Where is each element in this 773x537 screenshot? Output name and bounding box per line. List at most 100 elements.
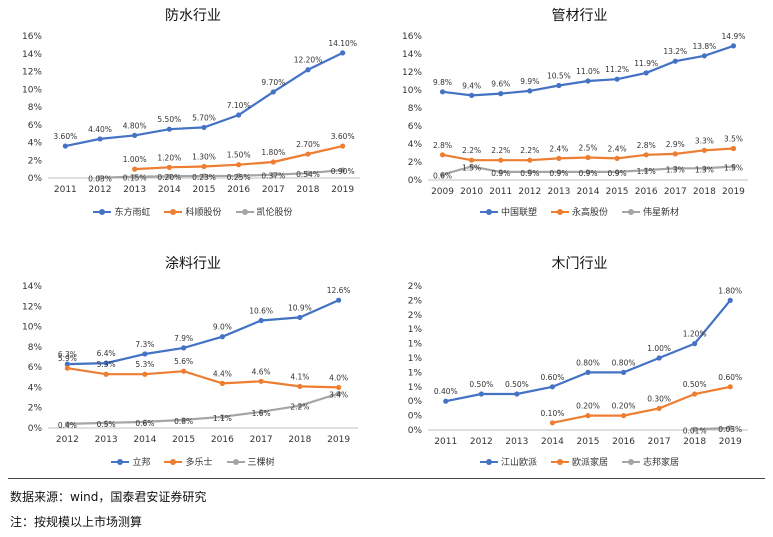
data-point xyxy=(97,136,103,142)
legend-item: 江山欧派 xyxy=(479,455,537,468)
x-tick-label: 2018 xyxy=(693,187,716,197)
data-point xyxy=(556,82,562,89)
x-tick-label: 2015 xyxy=(577,437,600,447)
legend-label: 多乐士 xyxy=(185,458,213,468)
y-tick-label: 0% xyxy=(408,412,423,422)
y-tick-label: 10% xyxy=(402,86,422,96)
data-point xyxy=(340,50,346,56)
x-tick-label: 2017 xyxy=(262,185,285,195)
data-point xyxy=(62,143,68,149)
data-point xyxy=(643,152,649,158)
x-tick-label: 2012 xyxy=(89,185,112,195)
data-label: 0.80% xyxy=(576,358,600,367)
data-point xyxy=(166,173,172,179)
data-point xyxy=(201,173,207,179)
x-tick-label: 2016 xyxy=(635,187,658,197)
y-tick-label: 12% xyxy=(22,68,42,78)
data-label: 0.01% xyxy=(683,426,707,435)
data-label: 0.60% xyxy=(718,373,742,382)
data-point xyxy=(701,147,707,153)
x-tick-label: 2014 xyxy=(577,187,600,197)
data-label: 7.9% xyxy=(174,334,193,343)
data-label: 2.8% xyxy=(637,141,656,150)
y-tick-label: 16% xyxy=(22,32,42,42)
legend-label: 东方雨虹 xyxy=(114,208,151,218)
legend-label: 志邦家居 xyxy=(643,458,680,468)
data-label: 4.4% xyxy=(213,369,232,378)
data-label: 0.60% xyxy=(541,373,565,382)
data-point xyxy=(620,413,627,419)
data-point xyxy=(201,124,207,131)
data-label: 9.6% xyxy=(491,80,510,89)
x-tick-label: 2011 xyxy=(54,185,77,195)
data-label: 0.10% xyxy=(541,409,565,418)
data-point xyxy=(585,78,591,84)
y-tick-label: 14% xyxy=(22,50,42,60)
data-point xyxy=(142,419,148,425)
data-label: 0.9% xyxy=(578,169,597,178)
x-tick-label: 2013 xyxy=(547,187,570,197)
data-label: 1.1% xyxy=(213,414,232,423)
data-label: 11.0% xyxy=(576,67,600,76)
legend-label: 科顺股份 xyxy=(185,208,222,218)
data-label: 2.8% xyxy=(433,141,452,150)
data-point xyxy=(556,169,562,175)
y-tick-label: 6% xyxy=(28,363,43,373)
data-point xyxy=(672,165,678,171)
data-label: 11.9% xyxy=(634,59,658,68)
legend-item: 东方雨虹 xyxy=(93,205,150,218)
data-point xyxy=(672,151,678,157)
chart-legend: 立邦 多乐士 三棵树 xyxy=(0,455,386,468)
data-label: 0.50% xyxy=(683,380,707,389)
x-tick-label: 2019 xyxy=(719,437,742,447)
data-point xyxy=(549,384,556,390)
data-point xyxy=(132,174,138,180)
data-point xyxy=(498,169,504,175)
data-label: 14.10% xyxy=(328,39,357,48)
data-point xyxy=(727,297,733,303)
data-point xyxy=(643,167,649,173)
data-point xyxy=(692,391,698,397)
chart-legend: 江山欧派 欧派家居 志邦家居 xyxy=(386,455,773,468)
data-label: 4.6% xyxy=(252,367,271,376)
legend-item: 凯伦股份 xyxy=(235,205,293,218)
chart-title: 木门行业 xyxy=(551,256,608,272)
data-point xyxy=(340,143,346,149)
y-tick-label: 12% xyxy=(22,302,42,312)
y-tick-label: 10% xyxy=(22,323,42,333)
data-point xyxy=(527,169,533,175)
legend-label: 凯伦股份 xyxy=(256,208,293,218)
data-point xyxy=(236,173,242,179)
data-point xyxy=(305,151,311,157)
x-tick-label: 2019 xyxy=(331,185,354,195)
legend-item: 多乐士 xyxy=(164,455,213,468)
data-point xyxy=(201,163,207,170)
data-label: 1.6% xyxy=(252,409,271,418)
data-point xyxy=(297,314,303,321)
legend-label: 中国联塑 xyxy=(500,208,537,218)
data-point xyxy=(270,172,276,178)
y-tick-label: 0% xyxy=(28,174,43,184)
data-label: 5.3% xyxy=(97,360,116,369)
data-point xyxy=(439,172,446,178)
series-line xyxy=(552,385,731,424)
data-label: 0.80% xyxy=(612,358,636,367)
data-point xyxy=(498,91,504,97)
data-label: 0.23% xyxy=(192,173,216,182)
x-tick-label: 2014 xyxy=(541,437,564,447)
data-label: 0.9% xyxy=(520,169,539,178)
y-tick-label: 2% xyxy=(408,158,423,168)
data-label: 3.4% xyxy=(329,391,348,400)
data-label: 2.2% xyxy=(462,146,481,155)
data-label: 4.80% xyxy=(123,121,147,130)
data-label: 10.6% xyxy=(249,306,273,315)
data-label: 1.3% xyxy=(695,165,714,174)
data-label: 9.9% xyxy=(520,77,539,86)
x-tick-label: 2017 xyxy=(648,437,671,447)
data-point xyxy=(643,70,649,76)
data-point xyxy=(469,92,475,98)
data-label: 0.8% xyxy=(174,417,193,426)
data-point xyxy=(236,112,242,118)
data-point xyxy=(514,391,520,397)
data-label: 12.20% xyxy=(294,56,323,65)
